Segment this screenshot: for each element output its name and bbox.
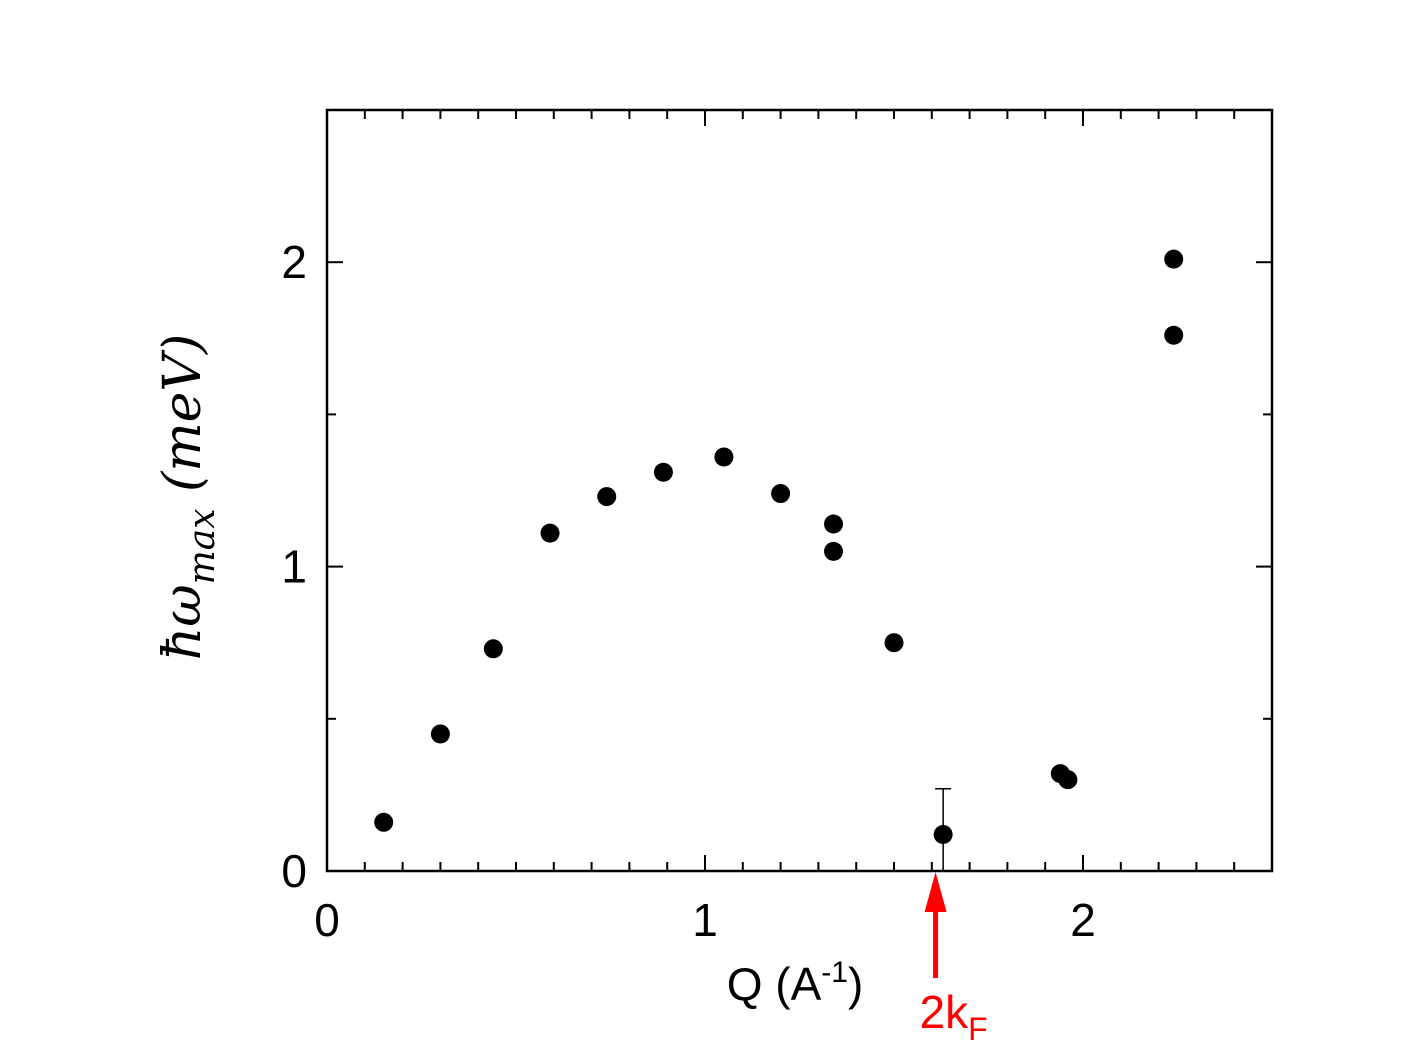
- data-point: [540, 523, 560, 543]
- y-tick-label: 0: [281, 845, 307, 897]
- data-point: [1058, 770, 1078, 790]
- data-point: [824, 514, 844, 534]
- tick-labels: 0 1 2 0 1 2: [281, 236, 1095, 946]
- data-point: [1164, 325, 1184, 345]
- data-point: [771, 484, 791, 504]
- data-points: [374, 249, 1184, 844]
- 2kf-label: 2kF: [920, 986, 988, 1047]
- data-point: [374, 812, 394, 832]
- data-point: [653, 462, 673, 482]
- data-point: [933, 824, 953, 844]
- y-axis-label: ħωmax (meV): [153, 334, 223, 661]
- data-point: [714, 447, 734, 467]
- x-tick-label: 2: [1070, 894, 1096, 946]
- data-point: [824, 541, 844, 561]
- x-axis-label: Q (A-1): [727, 956, 864, 1010]
- data-point: [884, 633, 904, 653]
- data-point: [1164, 249, 1184, 269]
- y-tick-label: 1: [281, 541, 307, 593]
- 2kf-arrow-head: [924, 872, 947, 912]
- x-tick-label: 1: [692, 894, 718, 946]
- data-point: [483, 639, 503, 659]
- axis-ticks: [326, 109, 1273, 872]
- x-tick-label: 0: [314, 894, 340, 946]
- y-tick-label: 2: [281, 236, 307, 288]
- 2kf-annotation: 2kF: [920, 872, 988, 1047]
- data-point: [430, 724, 450, 744]
- plot-frame: [325, 108, 1274, 873]
- data-point: [597, 487, 617, 507]
